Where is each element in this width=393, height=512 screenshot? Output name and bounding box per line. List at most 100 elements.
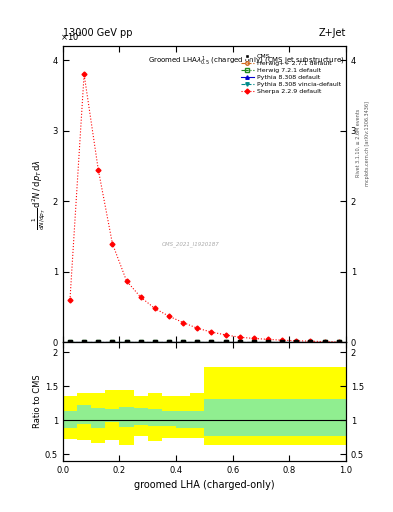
- Pythia 8.308 default: [110, 339, 115, 345]
- CMS: [336, 339, 341, 345]
- Herwig++ 2.7.1 default: [82, 339, 86, 345]
- Herwig 7.2.1 default: [237, 339, 242, 345]
- Herwig++ 2.7.1 default: [68, 339, 72, 345]
- Pythia 8.308 vincia-default: [68, 339, 72, 345]
- Herwig 7.2.1 default: [152, 339, 157, 345]
- Sherpa 2.2.9 default: [252, 335, 256, 342]
- Text: CMS_2021_I1920187: CMS_2021_I1920187: [162, 242, 219, 247]
- Sherpa 2.2.9 default: [266, 336, 270, 343]
- Herwig++ 2.7.1 default: [209, 339, 214, 345]
- CMS: [280, 339, 285, 345]
- Pythia 8.308 default: [209, 339, 214, 345]
- Herwig++ 2.7.1 default: [96, 339, 101, 345]
- CMS: [152, 339, 157, 345]
- Pythia 8.308 default: [237, 339, 242, 345]
- Herwig++ 2.7.1 default: [195, 339, 200, 345]
- CMS: [252, 339, 256, 345]
- Herwig 7.2.1 default: [294, 339, 299, 345]
- Sherpa 2.2.9 default: [322, 338, 327, 345]
- Pythia 8.308 default: [167, 339, 171, 345]
- Sherpa 2.2.9 default: [294, 338, 299, 344]
- Text: 13000 GeV pp: 13000 GeV pp: [63, 28, 132, 38]
- Herwig++ 2.7.1 default: [280, 339, 285, 345]
- CMS: [138, 339, 143, 345]
- Pythia 8.308 vincia-default: [82, 339, 86, 345]
- Pythia 8.308 default: [181, 339, 185, 345]
- Pythia 8.308 vincia-default: [223, 339, 228, 345]
- Herwig++ 2.7.1 default: [138, 339, 143, 345]
- Pythia 8.308 default: [96, 339, 101, 345]
- Herwig 7.2.1 default: [209, 339, 214, 345]
- Herwig 7.2.1 default: [167, 339, 171, 345]
- Pythia 8.308 default: [308, 339, 313, 345]
- Pythia 8.308 vincia-default: [181, 339, 185, 345]
- Pythia 8.308 default: [195, 339, 200, 345]
- CMS: [195, 339, 200, 345]
- Sherpa 2.2.9 default: [181, 319, 185, 326]
- Line: Herwig 7.2.1 default: Herwig 7.2.1 default: [68, 340, 340, 344]
- Pythia 8.308 default: [336, 339, 341, 345]
- Sherpa 2.2.9 default: [195, 325, 200, 331]
- Herwig 7.2.1 default: [252, 339, 256, 345]
- Herwig++ 2.7.1 default: [167, 339, 171, 345]
- Herwig++ 2.7.1 default: [308, 339, 313, 345]
- Herwig++ 2.7.1 default: [266, 339, 270, 345]
- Pythia 8.308 default: [223, 339, 228, 345]
- Sherpa 2.2.9 default: [209, 329, 214, 335]
- Herwig 7.2.1 default: [280, 339, 285, 345]
- Herwig 7.2.1 default: [266, 339, 270, 345]
- Pythia 8.308 vincia-default: [266, 339, 270, 345]
- Sherpa 2.2.9 default: [280, 337, 285, 343]
- Sherpa 2.2.9 default: [124, 278, 129, 284]
- Herwig 7.2.1 default: [124, 339, 129, 345]
- Herwig 7.2.1 default: [223, 339, 228, 345]
- Pythia 8.308 vincia-default: [322, 339, 327, 345]
- CMS: [110, 339, 115, 345]
- Sherpa 2.2.9 default: [308, 338, 313, 344]
- Herwig 7.2.1 default: [322, 339, 327, 345]
- Line: Pythia 8.308 vincia-default: Pythia 8.308 vincia-default: [68, 340, 340, 344]
- Pythia 8.308 default: [68, 339, 72, 345]
- Text: mcplots.cern.ch [arXiv:1306.3436]: mcplots.cern.ch [arXiv:1306.3436]: [365, 101, 371, 186]
- Herwig 7.2.1 default: [195, 339, 200, 345]
- Herwig++ 2.7.1 default: [336, 339, 341, 345]
- Pythia 8.308 default: [252, 339, 256, 345]
- Pythia 8.308 vincia-default: [124, 339, 129, 345]
- CMS: [124, 339, 129, 345]
- Text: $\times10^3$: $\times10^3$: [60, 31, 83, 43]
- Pythia 8.308 vincia-default: [252, 339, 256, 345]
- Y-axis label: $\frac{1}{\mathrm{d}N/\mathrm{d}p_T}\,\mathrm{d}^2N\,/\,\mathrm{d}p_T\,\mathrm{d: $\frac{1}{\mathrm{d}N/\mathrm{d}p_T}\,\m…: [31, 159, 48, 230]
- Sherpa 2.2.9 default: [167, 313, 171, 319]
- Herwig 7.2.1 default: [181, 339, 185, 345]
- Text: Z+Jet: Z+Jet: [318, 28, 346, 38]
- Pythia 8.308 vincia-default: [110, 339, 115, 345]
- Herwig++ 2.7.1 default: [322, 339, 327, 345]
- Herwig 7.2.1 default: [68, 339, 72, 345]
- Pythia 8.308 default: [138, 339, 143, 345]
- Pythia 8.308 vincia-default: [167, 339, 171, 345]
- Line: CMS: CMS: [68, 340, 341, 344]
- CMS: [322, 339, 327, 345]
- Sherpa 2.2.9 default: [152, 305, 157, 311]
- CMS: [237, 339, 242, 345]
- CMS: [68, 339, 72, 345]
- CMS: [181, 339, 185, 345]
- Pythia 8.308 default: [124, 339, 129, 345]
- Line: Herwig++ 2.7.1 default: Herwig++ 2.7.1 default: [68, 340, 340, 344]
- CMS: [209, 339, 214, 345]
- Pythia 8.308 default: [280, 339, 285, 345]
- Herwig++ 2.7.1 default: [181, 339, 185, 345]
- Herwig++ 2.7.1 default: [294, 339, 299, 345]
- Herwig 7.2.1 default: [308, 339, 313, 345]
- Y-axis label: Ratio to CMS: Ratio to CMS: [33, 375, 42, 429]
- Text: Rivet 3.1.10, ≥ 2.6M events: Rivet 3.1.10, ≥ 2.6M events: [356, 109, 361, 178]
- Herwig++ 2.7.1 default: [237, 339, 242, 345]
- Herwig 7.2.1 default: [138, 339, 143, 345]
- Line: Pythia 8.308 default: Pythia 8.308 default: [68, 340, 340, 344]
- Sherpa 2.2.9 default: [223, 332, 228, 338]
- Herwig++ 2.7.1 default: [124, 339, 129, 345]
- CMS: [96, 339, 101, 345]
- Sherpa 2.2.9 default: [96, 166, 101, 173]
- Text: Groomed LHA$\lambda^{1}_{0.5}$ (charged only) (CMS jet substructure): Groomed LHA$\lambda^{1}_{0.5}$ (charged …: [148, 55, 344, 68]
- Pythia 8.308 vincia-default: [138, 339, 143, 345]
